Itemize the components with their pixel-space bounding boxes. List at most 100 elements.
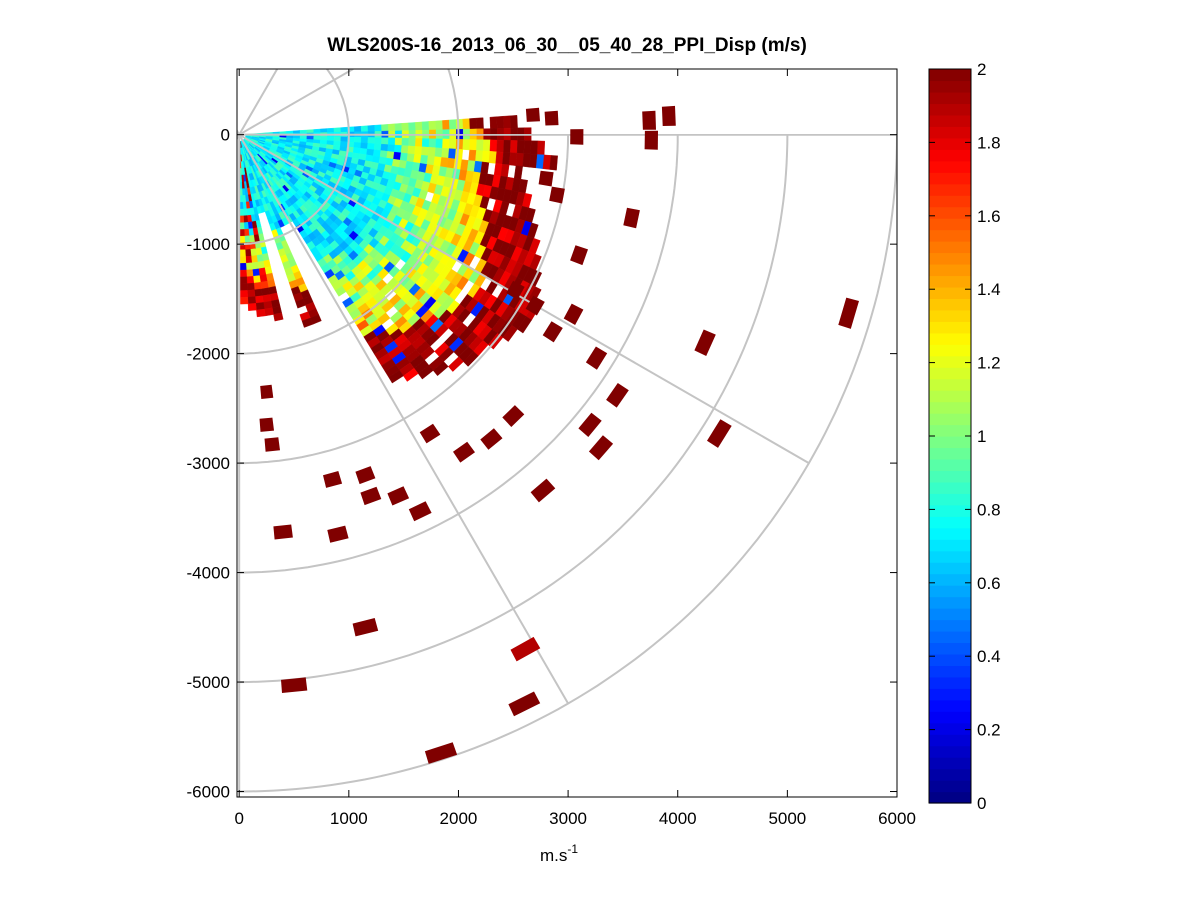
colorbar-band <box>929 631 971 643</box>
colorbar-band <box>929 413 971 425</box>
colorbar-band <box>929 333 971 345</box>
y-tick-label: -2000 <box>187 345 230 364</box>
x-tick-label: 6000 <box>878 809 916 828</box>
colorbar-band <box>929 597 971 609</box>
ppi-cell <box>373 150 381 157</box>
ppi-cell <box>368 125 375 131</box>
colorbar-band <box>929 620 971 632</box>
ppi-cell <box>409 138 416 146</box>
colorbar-band <box>929 792 971 804</box>
colorbar-band <box>929 482 971 494</box>
ppi-cell <box>381 138 388 145</box>
ppi-cell <box>510 140 517 153</box>
ppi-cell <box>402 123 409 131</box>
data-cell <box>526 108 540 122</box>
colorbar-tick-label: 1 <box>977 427 986 446</box>
colorbar-band <box>929 665 971 677</box>
ppi-cell <box>517 141 524 154</box>
y-tick-label: 0 <box>221 126 230 145</box>
ppi-cell <box>395 123 402 131</box>
colorbar-band <box>929 447 971 459</box>
ppi-cell <box>254 282 262 290</box>
ppi-cell <box>463 139 470 150</box>
ppi-cell <box>258 261 265 269</box>
ppi-cell <box>470 140 477 151</box>
ppi-cell <box>380 151 388 159</box>
ppi-cell <box>550 155 558 170</box>
ppi-cell <box>240 257 246 264</box>
ppi-cell <box>388 124 395 131</box>
ppi-cell <box>388 145 395 153</box>
ppi-cell <box>502 152 510 165</box>
y-tick-label: -1000 <box>187 235 230 254</box>
ppi-cell <box>240 250 246 257</box>
ppi-cell <box>240 297 248 304</box>
colorbar-band <box>929 115 971 127</box>
ppi-cell <box>422 121 429 130</box>
colorbar-band <box>929 230 971 242</box>
ppi-cell <box>247 290 255 297</box>
ppi-cell <box>252 269 259 277</box>
data-cell <box>260 418 275 432</box>
ppi-cell <box>341 127 348 132</box>
colorbar-band <box>929 654 971 666</box>
ppi-cell <box>449 120 456 130</box>
data-cell <box>570 129 583 145</box>
colorbar-band <box>929 138 971 150</box>
chart-title: WLS200S-16_2013_06_30__05_40_28_PPI_Disp… <box>327 35 807 56</box>
ppi-cell <box>388 138 395 145</box>
ppi-cell <box>497 140 504 152</box>
ppi-cell <box>483 140 490 152</box>
colorbar-tick-label: 0.6 <box>977 574 1001 593</box>
ppi-cell <box>531 141 538 155</box>
ppi-cell <box>242 195 245 202</box>
ppi-cell <box>240 229 245 236</box>
ppi-cell <box>409 122 416 130</box>
ppi-cell <box>448 149 456 159</box>
ppi-cell <box>341 137 348 142</box>
colorbar-band <box>929 80 971 92</box>
ppi-cell <box>243 202 247 209</box>
ppi-cell <box>407 154 415 163</box>
colorbar-band <box>929 734 971 746</box>
colorbar-band <box>929 505 971 517</box>
colorbar-band <box>929 528 971 540</box>
ppi-cell <box>415 146 423 155</box>
ppi-cell <box>240 290 247 297</box>
polar-spoke <box>173 135 239 249</box>
ppi-cell <box>401 146 408 154</box>
colorbar-band <box>929 459 971 471</box>
ppi-cell <box>469 150 477 161</box>
ppi-cell <box>476 140 483 151</box>
ppi-cell <box>240 236 245 243</box>
colorbar-band <box>929 700 971 712</box>
colorbar-band <box>929 402 971 414</box>
ppi-cell <box>240 277 247 284</box>
colorbar-band <box>929 149 971 161</box>
colorbar-band <box>929 516 971 528</box>
colorbar-tick-label: 1.6 <box>977 207 1001 226</box>
ppi-cell <box>516 153 524 166</box>
colorbar-band <box>929 195 971 207</box>
colorbar-band <box>929 218 971 230</box>
ppi-cell <box>334 128 341 133</box>
ppi-cell <box>537 141 544 155</box>
colorbar-band <box>929 126 971 138</box>
ppi-cell <box>395 138 402 146</box>
ppi-cell <box>381 144 388 151</box>
x-axis-label: m.s-1 <box>540 842 578 865</box>
colorbar-band <box>929 780 971 792</box>
colorbar-band <box>929 253 971 265</box>
ppi-cell <box>463 119 470 130</box>
data-cell <box>642 111 656 130</box>
ppi-cell <box>435 148 443 158</box>
ppi-cell <box>256 309 265 317</box>
x-tick-label: 0 <box>234 809 243 828</box>
colorbar-band <box>929 585 971 597</box>
ppi-cell <box>476 118 483 129</box>
colorbar-band <box>929 436 971 448</box>
ppi-cell <box>327 128 334 132</box>
y-tick-label: -4000 <box>187 564 230 583</box>
ppi-cell <box>375 125 382 132</box>
colorbar-band <box>929 287 971 299</box>
